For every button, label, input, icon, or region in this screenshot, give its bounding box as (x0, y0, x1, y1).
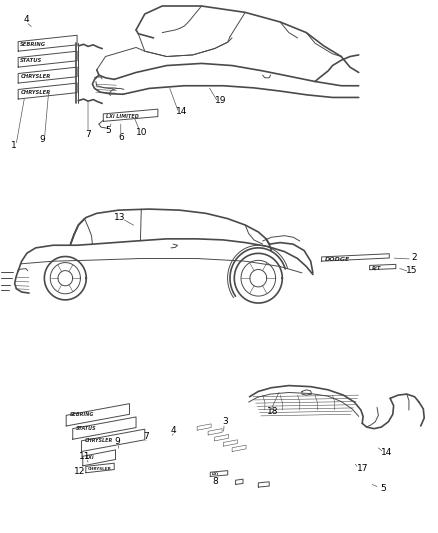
Text: CHRYSLER: CHRYSLER (85, 438, 113, 443)
Text: 14: 14 (381, 448, 393, 457)
Text: STATUS: STATUS (76, 426, 97, 431)
Text: 5: 5 (105, 126, 110, 135)
Text: 8: 8 (212, 478, 219, 486)
Text: 10: 10 (135, 128, 147, 137)
Text: 11: 11 (79, 453, 90, 462)
Text: 15: 15 (406, 266, 418, 275)
Text: 3: 3 (222, 417, 228, 426)
Text: CHRYSLER: CHRYSLER (88, 467, 112, 471)
Text: 4: 4 (23, 15, 29, 24)
Text: 9: 9 (39, 135, 45, 144)
Text: SEBRING: SEBRING (20, 42, 46, 47)
Text: DODGE: DODGE (325, 256, 350, 262)
Text: LXi LIMITED: LXi LIMITED (106, 114, 139, 119)
Text: CHRYSLER: CHRYSLER (20, 74, 51, 79)
Text: STATUS: STATUS (20, 58, 42, 63)
Text: 18: 18 (266, 407, 278, 416)
Text: LXi: LXi (212, 472, 219, 477)
Text: CHRYSLER: CHRYSLER (20, 90, 51, 95)
Text: 12: 12 (74, 467, 85, 475)
Text: 14: 14 (176, 107, 187, 116)
Text: 4: 4 (170, 426, 176, 435)
Text: 19: 19 (215, 96, 227, 105)
Text: 7: 7 (144, 432, 149, 441)
Text: 6: 6 (118, 133, 124, 142)
Text: R/T: R/T (372, 265, 381, 270)
Text: 1: 1 (11, 141, 17, 150)
Text: 17: 17 (357, 464, 368, 473)
Text: 5: 5 (380, 484, 385, 493)
Text: 9: 9 (115, 438, 120, 447)
Text: LXi: LXi (86, 455, 95, 460)
Text: 13: 13 (114, 213, 125, 222)
Text: 2: 2 (412, 254, 417, 262)
Text: SEBRING: SEBRING (70, 413, 94, 417)
Text: 7: 7 (85, 130, 91, 139)
